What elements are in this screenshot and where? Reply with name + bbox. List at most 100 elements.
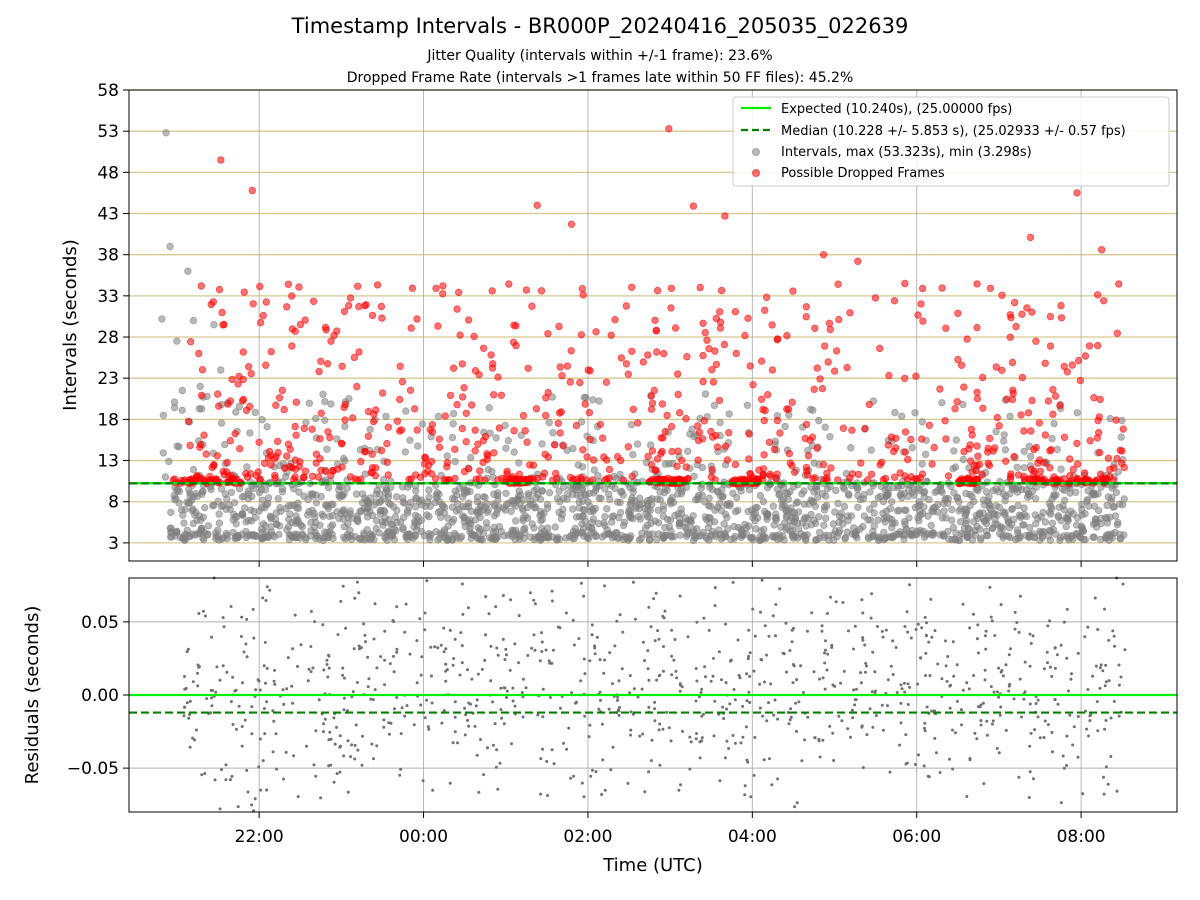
- residual-point: [743, 784, 747, 788]
- legend-intervals-swatch: [752, 148, 760, 156]
- dropped-frame-point: [267, 461, 275, 469]
- interval-point: [426, 536, 434, 544]
- residual-point: [823, 687, 827, 691]
- residual-point: [961, 688, 965, 692]
- residual-point: [352, 647, 356, 651]
- dropped-frame-point: [1049, 385, 1057, 394]
- dropped-frame-point: [256, 282, 264, 291]
- interval-point: [756, 491, 765, 500]
- residual-point: [370, 742, 374, 746]
- dropped-frame-point: [1086, 437, 1094, 445]
- interval-point: [1008, 505, 1016, 513]
- interval-point: [794, 508, 803, 516]
- dropped-frame-point: [960, 383, 968, 391]
- residual-point: [1103, 727, 1107, 731]
- residual-point: [826, 652, 830, 656]
- interval-point: [807, 483, 815, 491]
- residual-point: [785, 670, 788, 674]
- residual-point: [886, 704, 889, 708]
- residual-point: [617, 713, 621, 717]
- residual-point: [235, 727, 238, 731]
- interval-point: [815, 513, 823, 521]
- residual-point: [678, 689, 682, 693]
- dropped-frame-point: [682, 414, 690, 423]
- interval-point: [661, 460, 670, 468]
- interval-point: [973, 522, 981, 531]
- dropped-frame-point: [1104, 454, 1113, 462]
- residual-point: [860, 725, 864, 729]
- residual-point: [281, 688, 285, 692]
- interval-point: [1045, 499, 1054, 507]
- dropped-frame-point: [984, 459, 992, 467]
- residual-point: [719, 678, 723, 682]
- residual-point: [747, 690, 751, 694]
- interval-point: [1084, 502, 1093, 510]
- dropped-frame-point: [1008, 358, 1017, 367]
- residual-point: [900, 687, 904, 691]
- residual-point: [940, 677, 944, 681]
- residual-point: [864, 661, 868, 665]
- dropped-frame-point: [346, 473, 355, 481]
- interval-point: [414, 518, 422, 526]
- dropped-frame-point: [783, 405, 791, 413]
- interval-point: [597, 494, 605, 503]
- residual-point: [791, 663, 795, 666]
- interval-point: [352, 490, 361, 498]
- interval-point: [590, 466, 598, 474]
- residual-point: [466, 606, 470, 610]
- residual-point: [903, 625, 907, 628]
- dropped-frame-point: [213, 452, 221, 460]
- dropped-frame-point: [214, 402, 223, 410]
- dropped-frame-point: [611, 316, 619, 324]
- residual-point: [1093, 596, 1097, 600]
- residual-point: [562, 741, 565, 745]
- residual-point: [395, 647, 399, 651]
- dropped-frame-point: [378, 314, 386, 322]
- interval-point: [772, 516, 780, 524]
- residual-point: [274, 732, 278, 736]
- interval-point: [688, 425, 696, 433]
- residual-point: [725, 707, 729, 711]
- residual-point: [680, 685, 684, 689]
- residual-point: [849, 735, 852, 739]
- interval-point: [444, 514, 452, 522]
- residual-point: [461, 612, 465, 616]
- dropped-frame-point: [912, 475, 920, 483]
- residual-point: [703, 665, 707, 669]
- residual-point: [473, 724, 477, 728]
- dropped-frame-point: [725, 429, 733, 437]
- dropped-frame-point: [519, 411, 528, 420]
- residual-point: [997, 751, 1001, 755]
- dropped-frame-outlier-point: [665, 124, 673, 133]
- interval-point: [475, 527, 484, 536]
- interval-point: [517, 431, 525, 439]
- dropped-frame-point: [699, 377, 707, 386]
- dropped-frame-point: [826, 325, 834, 334]
- residual-point: [895, 691, 899, 694]
- residual-point: [917, 753, 920, 757]
- residual-point: [314, 729, 318, 733]
- residual-point: [1095, 700, 1099, 704]
- dropped-frame-point: [682, 463, 690, 471]
- residual-point: [1106, 782, 1110, 786]
- residual-point: [375, 744, 379, 748]
- interval-point: [939, 530, 947, 538]
- residual-point: [321, 623, 325, 627]
- residual-point: [319, 796, 323, 800]
- dropped-frame-point: [808, 433, 817, 441]
- interval-point: [209, 501, 217, 510]
- interval-point: [215, 510, 223, 518]
- residual-point: [929, 597, 933, 601]
- interval-point: [731, 507, 740, 516]
- residual-point: [923, 615, 927, 619]
- residual-point: [1001, 674, 1005, 678]
- dropped-frame-point: [1080, 469, 1089, 477]
- interval-point: [854, 491, 862, 500]
- residuals-y-tick-label: 0.00: [81, 686, 119, 706]
- dropped-frame-point: [857, 459, 865, 467]
- residual-point: [456, 741, 459, 745]
- interval-point: [396, 518, 405, 526]
- dropped-frame-point: [918, 284, 927, 293]
- residual-point: [1121, 582, 1125, 586]
- dropped-frame-point: [324, 428, 332, 436]
